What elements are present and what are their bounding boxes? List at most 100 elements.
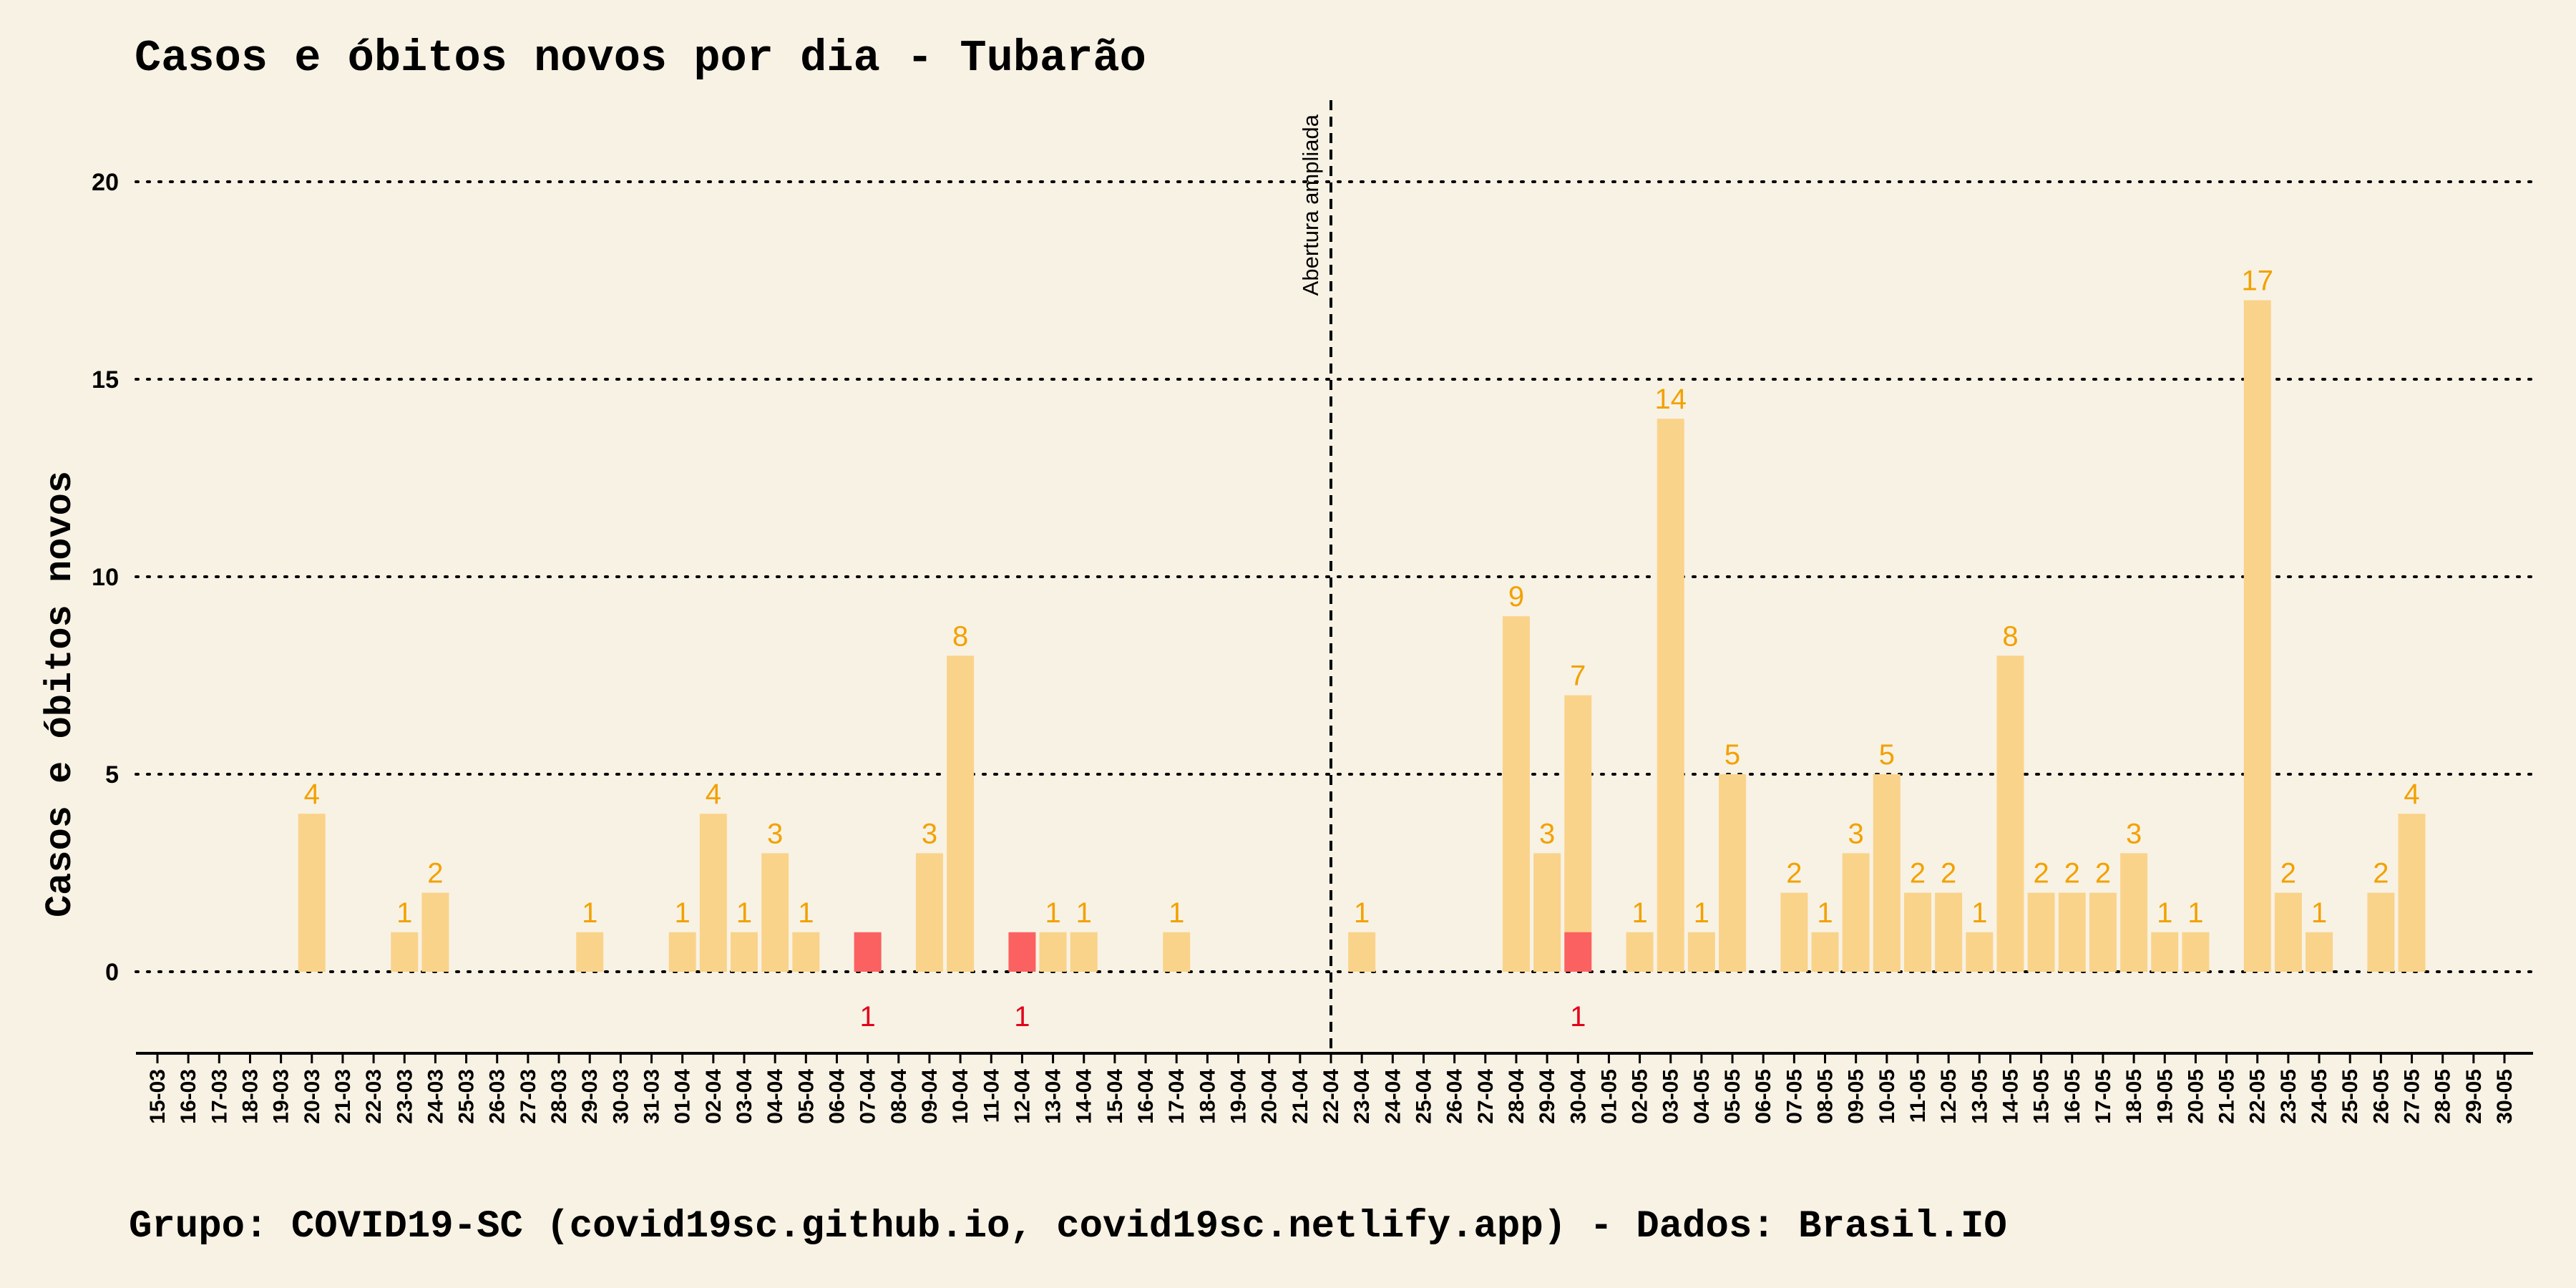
data-label-cases-17-05: 2 bbox=[2095, 858, 2111, 889]
data-label-deaths-30-04: 1 bbox=[1570, 1001, 1586, 1033]
data-label-cases-14-04: 1 bbox=[1076, 897, 1092, 929]
bar-cases-18-05 bbox=[2120, 853, 2148, 972]
bar-cases-02-05 bbox=[1626, 932, 1654, 972]
x-tick-label: 12-05 bbox=[1937, 1069, 1961, 1124]
x-tick-label: 14-05 bbox=[1999, 1069, 2022, 1124]
data-label-cases-28-04: 9 bbox=[1508, 581, 1524, 613]
x-tick-label: 25-04 bbox=[1412, 1069, 1435, 1124]
x-tick-label: 24-04 bbox=[1381, 1069, 1405, 1124]
x-tick-label: 21-03 bbox=[331, 1069, 355, 1124]
bar-cases-27-05 bbox=[2398, 814, 2426, 972]
x-tick-label: 13-04 bbox=[1042, 1069, 1065, 1124]
y-tick-label: 15 bbox=[92, 366, 119, 394]
data-label-cases-09-04: 3 bbox=[922, 818, 937, 849]
bar-cases-04-04 bbox=[761, 853, 789, 972]
data-label-cases-24-05: 1 bbox=[2311, 897, 2327, 929]
x-tick-label: 26-04 bbox=[1443, 1069, 1467, 1124]
x-tick-label: 30-03 bbox=[609, 1069, 633, 1124]
data-label-cases-02-04: 4 bbox=[706, 779, 721, 810]
data-label-cases-22-05: 17 bbox=[2241, 265, 2273, 297]
data-label-cases-04-04: 3 bbox=[767, 818, 783, 849]
bar-cases-23-03 bbox=[391, 932, 419, 972]
x-tick-label: 07-04 bbox=[857, 1069, 880, 1124]
bar-cases-16-05 bbox=[2058, 892, 2086, 972]
bar-deaths-12-04 bbox=[1008, 932, 1036, 972]
bar-cases-14-04 bbox=[1070, 932, 1098, 972]
y-axis-ticks: 0 5 10 15 20 bbox=[92, 169, 119, 986]
data-label-cases-29-04: 3 bbox=[1539, 818, 1555, 849]
x-tick-label: 16-03 bbox=[177, 1069, 200, 1124]
data-label-cases-03-04: 1 bbox=[736, 897, 752, 929]
x-tick-label: 15-03 bbox=[146, 1069, 170, 1124]
gridlines bbox=[135, 180, 2534, 973]
x-tick-label: 29-05 bbox=[2462, 1069, 2486, 1124]
bar-cases-17-05 bbox=[2089, 892, 2117, 972]
chart-title: Casos e óbitos novos por dia - Tubarão bbox=[135, 33, 1146, 84]
x-tick-label: 22-03 bbox=[362, 1069, 386, 1124]
x-tick-label: 19-03 bbox=[270, 1069, 293, 1124]
x-tick-label: 09-04 bbox=[918, 1069, 942, 1124]
data-label-cases-24-03: 2 bbox=[427, 858, 443, 889]
x-tick-label: 20-05 bbox=[2184, 1069, 2207, 1124]
x-tick-label: 20-03 bbox=[301, 1069, 324, 1124]
bar-cases-29-03 bbox=[576, 932, 604, 972]
x-tick-label: 20-04 bbox=[1258, 1069, 1282, 1124]
bar-cases-24-05 bbox=[2306, 932, 2333, 972]
data-label-cases-03-05: 14 bbox=[1654, 384, 1687, 415]
bar-cases-22-05 bbox=[2243, 300, 2271, 972]
data-label-deaths-07-04: 1 bbox=[860, 1001, 876, 1033]
footer-credits: Grupo: COVID19-SC (covid19sc.github.io, … bbox=[129, 1205, 2007, 1249]
x-tick-label: 18-04 bbox=[1196, 1069, 1219, 1124]
bar-cases-01-04 bbox=[668, 932, 696, 972]
bar-cases-20-03 bbox=[298, 814, 326, 972]
x-tick-label: 05-04 bbox=[794, 1069, 818, 1124]
x-tick-label: 07-05 bbox=[1782, 1069, 1806, 1124]
x-tick-label: 02-05 bbox=[1629, 1069, 1652, 1124]
data-label-cases-10-04: 8 bbox=[952, 620, 968, 652]
x-tick-label: 26-05 bbox=[2369, 1069, 2393, 1124]
x-tick-label: 25-05 bbox=[2338, 1069, 2362, 1124]
x-tick-label: 05-05 bbox=[1721, 1069, 1745, 1124]
x-tick-label: 21-04 bbox=[1289, 1069, 1312, 1124]
bar-cases-19-05 bbox=[2151, 932, 2179, 972]
bar-cases-29-04 bbox=[1533, 853, 1561, 972]
bar-cases-14-05 bbox=[1996, 655, 2024, 972]
x-tick-label: 23-03 bbox=[393, 1069, 416, 1124]
data-label-cases-20-05: 1 bbox=[2187, 897, 2203, 929]
x-tick-label: 01-05 bbox=[1597, 1069, 1621, 1124]
x-tick-label: 15-05 bbox=[2030, 1069, 2054, 1124]
data-label-cases-30-04: 7 bbox=[1570, 660, 1586, 692]
data-label-cases-20-03: 4 bbox=[304, 779, 320, 810]
x-tick-label: 01-04 bbox=[671, 1069, 695, 1124]
bar-cases-11-05 bbox=[1904, 892, 1931, 972]
x-tick-label: 23-05 bbox=[2277, 1069, 2301, 1124]
x-tick-label: 04-04 bbox=[763, 1069, 787, 1124]
data-label-cases-27-05: 4 bbox=[2404, 779, 2419, 810]
x-tick-label: 18-03 bbox=[238, 1069, 262, 1124]
bar-cases-24-03 bbox=[421, 892, 449, 972]
x-tick-label: 03-05 bbox=[1659, 1069, 1683, 1124]
x-tick-label: 08-05 bbox=[1814, 1069, 1838, 1124]
x-tick-label: 27-03 bbox=[517, 1069, 540, 1124]
bar-cases-09-05 bbox=[1842, 853, 1870, 972]
data-label-cases-02-05: 1 bbox=[1631, 897, 1647, 929]
bar-cases-03-04 bbox=[731, 932, 758, 972]
x-tick-label: 30-05 bbox=[2493, 1069, 2517, 1124]
bar-cases-05-04 bbox=[792, 932, 820, 972]
data-label-cases-19-05: 1 bbox=[2157, 897, 2172, 929]
x-tick-label: 19-05 bbox=[2153, 1069, 2177, 1124]
data-label-cases-13-05: 1 bbox=[1971, 897, 1987, 929]
bar-deaths-30-04 bbox=[1564, 932, 1592, 972]
bar-cases-04-05 bbox=[1687, 932, 1715, 972]
bar-cases-23-05 bbox=[2274, 892, 2302, 972]
x-tick-label: 19-04 bbox=[1227, 1069, 1251, 1124]
bar-cases-07-05 bbox=[1780, 892, 1808, 972]
x-tick-label: 30-04 bbox=[1566, 1069, 1590, 1124]
x-tick-label: 21-05 bbox=[2215, 1069, 2239, 1124]
x-tick-label: 23-04 bbox=[1350, 1069, 1374, 1124]
data-label-cases-29-03: 1 bbox=[582, 897, 597, 929]
x-tick-label: 28-05 bbox=[2431, 1069, 2455, 1124]
x-tick-label: 22-04 bbox=[1319, 1069, 1343, 1124]
x-tick-label: 16-05 bbox=[2061, 1069, 2084, 1124]
